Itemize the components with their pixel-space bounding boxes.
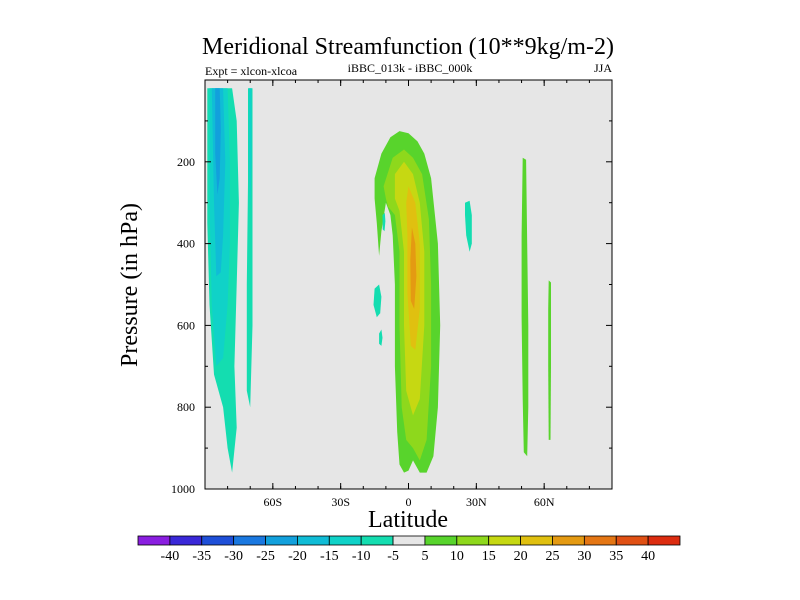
x-tick-label: 0 [406,495,412,509]
x-tick-label: 60S [263,495,282,509]
colorbar-swatch [456,535,490,546]
y-tick-label: 200 [177,155,195,169]
colorbar-swatch [297,535,330,546]
x-axis-title: Latitude [368,507,448,533]
colorbar-label: -30 [224,549,243,564]
x-tick-label: 30S [331,495,350,509]
colorbar-label: 30 [577,549,591,564]
colorbar-swatch [328,535,362,546]
contour-southern-negative-strip-core [248,88,252,211]
contour-hadley-positive-max [410,227,417,309]
colorbar-label: -25 [256,549,275,564]
contour-negative-blob-a [382,212,386,232]
y-tick-label: 800 [177,400,195,414]
colorbar: -40 -35 -30 -25 -20 -15 -10 -5 5 10 15 20 25 30 35 40 [137,535,681,564]
contour-antarctic-negative-core-inner [215,88,221,195]
colorbar-label: 25 [545,549,559,564]
colorbar-swatch [615,535,649,546]
colorbar-swatch [520,535,553,546]
colorbar-label: 10 [450,549,464,564]
colorbar-swatch [360,535,394,546]
colorbar-swatch [647,535,681,546]
colorbar-swatch [265,535,298,546]
colorbar-swatch [137,535,171,546]
contour-negative-blob-b [373,284,382,318]
experiment-label: Expt = xlcon-xlcoa [205,64,298,78]
y-tick-label: 1000 [171,482,195,496]
x-axis-ticks: 60S 30S 0 30N 60N [227,80,590,509]
colorbar-label: -5 [387,549,399,564]
y-axis-title: Pressure (in hPa) [117,203,143,367]
colorbar-swatch [424,535,458,546]
colorbar-label: -20 [288,549,307,564]
x-tick-label: 30N [466,495,487,509]
y-tick-label: 600 [177,318,195,332]
colorbar-label: -35 [192,549,211,564]
contour-negative-blob-d [465,200,472,252]
colorbar-label: -40 [161,549,180,564]
comparison-label: iBBC_013k - iBBC_000k [348,61,473,75]
contour-regions [207,88,551,473]
colorbar-label: 35 [609,549,623,564]
colorbar-label: 15 [482,549,496,564]
colorbar-label: -10 [352,549,371,564]
x-tick-label: 60N [534,495,555,509]
contour-northern-positive-strip [521,157,529,457]
colorbar-label: 20 [514,549,528,564]
colorbar-swatch [552,535,585,546]
colorbar-swatch [233,535,266,546]
colorbar-label: -15 [320,549,339,564]
colorbar-swatch [392,535,426,546]
chart-title: Meridional Streamfunction (10**9kg/m-2) [202,34,614,60]
colorbar-swatch [583,535,617,546]
colorbar-swatch [169,535,203,546]
season-label: JJA [594,61,612,75]
y-tick-label: 400 [177,237,195,251]
contour-negative-blob-c [379,329,383,346]
colorbar-label: 40 [641,549,655,564]
colorbar-swatch [201,535,235,546]
y-axis-ticks: 200 400 600 800 1000 [171,120,612,496]
colorbar-swatch [488,535,521,546]
colorbar-label: 5 [421,549,428,564]
contour-northern-positive-strip-b [548,280,551,440]
